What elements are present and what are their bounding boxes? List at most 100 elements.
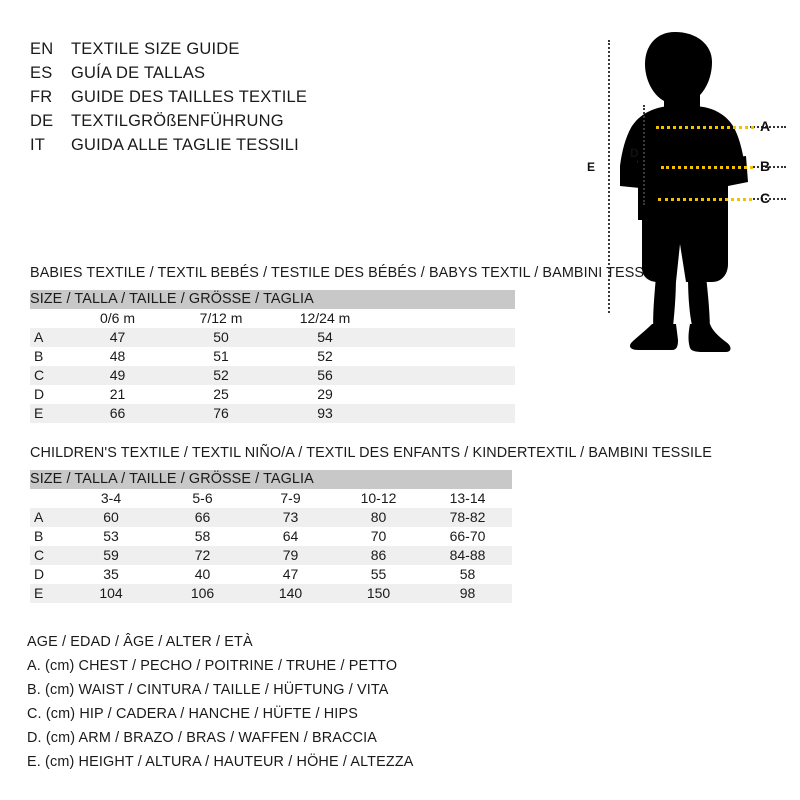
table-row: C 59 72 79 86 84-88 bbox=[30, 546, 513, 565]
babies-sizes-row: 0/6 m 7/12 m 12/24 m bbox=[30, 309, 515, 328]
children-sizes-corner bbox=[30, 489, 64, 508]
children-a-3: 80 bbox=[334, 508, 423, 527]
children-e-0: 104 bbox=[64, 584, 158, 603]
table-row: A 47 50 54 bbox=[30, 328, 515, 347]
children-table-caption: CHILDREN'S TEXTILE / TEXTIL NIÑO/A / TEX… bbox=[30, 445, 712, 461]
babies-d-1: 25 bbox=[171, 385, 271, 404]
children-row-label-a: A bbox=[30, 508, 64, 527]
children-b-4: 66-70 bbox=[423, 527, 513, 546]
babies-table-caption: BABIES TEXTILE / TEXTIL BEBÉS / TESTILE … bbox=[30, 265, 667, 281]
language-row-fr: FR GUIDE DES TAILLES TEXTILE bbox=[30, 88, 510, 112]
table-row: B 53 58 64 70 66-70 bbox=[30, 527, 513, 546]
children-header-band-row: SIZE / TALLA / TAILLE / GRÖSSE / TAGLIA bbox=[30, 470, 513, 489]
waist-measurement-line bbox=[661, 166, 753, 169]
measurement-legend: AGE / EDAD / ÂGE / ALTER / ETÀ A. (cm) C… bbox=[27, 630, 547, 774]
table-row: E 104 106 140 150 98 bbox=[30, 584, 513, 603]
language-code-de: DE bbox=[30, 112, 54, 130]
babies-a-2: 54 bbox=[271, 328, 379, 347]
children-size-table: SIZE / TALLA / TAILLE / GRÖSSE / TAGLIA … bbox=[30, 470, 513, 603]
arm-measurement-line-d bbox=[643, 105, 645, 205]
babies-e-filler bbox=[379, 404, 515, 423]
babies-header-band-row: SIZE / TALLA / TAILLE / GRÖSSE / TAGLIA bbox=[30, 290, 515, 309]
child-silhouette-icon bbox=[620, 32, 748, 352]
children-size-4: 13-14 bbox=[423, 489, 513, 508]
table-row: E 66 76 93 bbox=[30, 404, 515, 423]
language-text-fr: GUIDE DES TAILLES TEXTILE bbox=[71, 88, 308, 106]
children-b-0: 53 bbox=[64, 527, 158, 546]
language-row-it: IT GUIDA ALLE TAGLIE TESSILI bbox=[30, 136, 510, 160]
babies-row-label-d: D bbox=[30, 385, 64, 404]
babies-row-label-e: E bbox=[30, 404, 64, 423]
babies-c-2: 56 bbox=[271, 366, 379, 385]
children-c-0: 59 bbox=[64, 546, 158, 565]
babies-c-0: 49 bbox=[64, 366, 171, 385]
children-c-2: 79 bbox=[247, 546, 334, 565]
height-measurement-line-e bbox=[608, 40, 610, 313]
babies-e-2: 93 bbox=[271, 404, 379, 423]
children-a-0: 60 bbox=[64, 508, 158, 527]
table-row: D 35 40 47 55 58 bbox=[30, 565, 513, 584]
babies-row-label-c: C bbox=[30, 366, 64, 385]
waist-measurement-label-b: B bbox=[760, 158, 771, 174]
language-text-it: GUIDA ALLE TAGLIE TESSILI bbox=[71, 136, 299, 154]
hip-measurement-label-c: C bbox=[760, 190, 771, 206]
babies-d-filler bbox=[379, 385, 515, 404]
table-row: A 60 66 73 80 78-82 bbox=[30, 508, 513, 527]
children-size-2: 7-9 bbox=[247, 489, 334, 508]
children-e-1: 106 bbox=[158, 584, 247, 603]
children-row-label-e: E bbox=[30, 584, 64, 603]
legend-line-height: E. (cm) HEIGHT / ALTURA / HAUTEUR / HÖHE… bbox=[27, 754, 414, 770]
babies-size-2: 12/24 m bbox=[271, 309, 379, 328]
language-row-de: DE TEXTILGRÖßENFÜHRUNG bbox=[30, 112, 510, 136]
children-d-2: 47 bbox=[247, 565, 334, 584]
babies-c-1: 52 bbox=[171, 366, 271, 385]
babies-e-0: 66 bbox=[64, 404, 171, 423]
children-size-1: 5-6 bbox=[158, 489, 247, 508]
legend-line-hip: C. (cm) HIP / CADERA / HANCHE / HÜFTE / … bbox=[27, 706, 358, 722]
children-d-3: 55 bbox=[334, 565, 423, 584]
children-a-1: 66 bbox=[158, 508, 247, 527]
babies-d-0: 21 bbox=[64, 385, 171, 404]
children-a-2: 73 bbox=[247, 508, 334, 527]
children-b-1: 58 bbox=[158, 527, 247, 546]
legend-line-age: AGE / EDAD / ÂGE / ALTER / ETÀ bbox=[27, 634, 253, 650]
babies-header-band-label: SIZE / TALLA / TAILLE / GRÖSSE / TAGLIA bbox=[30, 290, 515, 309]
babies-a-1: 50 bbox=[171, 328, 271, 347]
children-header-band-label: SIZE / TALLA / TAILLE / GRÖSSE / TAGLIA bbox=[30, 470, 513, 489]
height-measurement-label-e: E bbox=[587, 160, 596, 174]
babies-b-1: 51 bbox=[171, 347, 271, 366]
language-text-en: TEXTILE SIZE GUIDE bbox=[71, 40, 240, 58]
babies-d-2: 29 bbox=[271, 385, 379, 404]
babies-size-0: 0/6 m bbox=[64, 309, 171, 328]
legend-line-arm: D. (cm) ARM / BRAZO / BRAS / WAFFEN / BR… bbox=[27, 730, 378, 746]
babies-row-label-a: A bbox=[30, 328, 64, 347]
children-table-block: CHILDREN'S TEXTILE / TEXTIL NIÑO/A / TEX… bbox=[30, 445, 712, 603]
children-row-label-c: C bbox=[30, 546, 64, 565]
babies-a-filler bbox=[379, 328, 515, 347]
children-size-0: 3-4 bbox=[64, 489, 158, 508]
waist-leader-line bbox=[750, 166, 786, 168]
children-sizes-row: 3-4 5-6 7-9 10-12 13-14 bbox=[30, 489, 513, 508]
language-code-fr: FR bbox=[30, 88, 53, 106]
children-row-label-b: B bbox=[30, 527, 64, 546]
chest-leader-line bbox=[750, 126, 786, 128]
children-b-2: 64 bbox=[247, 527, 334, 546]
chest-measurement-line bbox=[656, 126, 754, 129]
babies-a-0: 47 bbox=[64, 328, 171, 347]
babies-size-table: SIZE / TALLA / TAILLE / GRÖSSE / TAGLIA … bbox=[30, 290, 515, 423]
children-b-3: 70 bbox=[334, 527, 423, 546]
language-text-es: GUÍA DE TALLAS bbox=[71, 64, 206, 82]
legend-line-waist: B. (cm) WAIST / CINTURA / TAILLE / HÜFTU… bbox=[27, 682, 389, 698]
language-code-es: ES bbox=[30, 64, 53, 82]
size-measurement-figure: E D A B C bbox=[560, 0, 800, 360]
hip-measurement-line bbox=[658, 198, 752, 201]
language-code-en: EN bbox=[30, 40, 54, 58]
children-size-3: 10-12 bbox=[334, 489, 423, 508]
babies-b-2: 52 bbox=[271, 347, 379, 366]
children-e-4: 98 bbox=[423, 584, 513, 603]
children-c-3: 86 bbox=[334, 546, 423, 565]
table-row: C 49 52 56 bbox=[30, 366, 515, 385]
children-a-4: 78-82 bbox=[423, 508, 513, 527]
children-row-label-d: D bbox=[30, 565, 64, 584]
chest-measurement-label-a: A bbox=[760, 118, 771, 134]
